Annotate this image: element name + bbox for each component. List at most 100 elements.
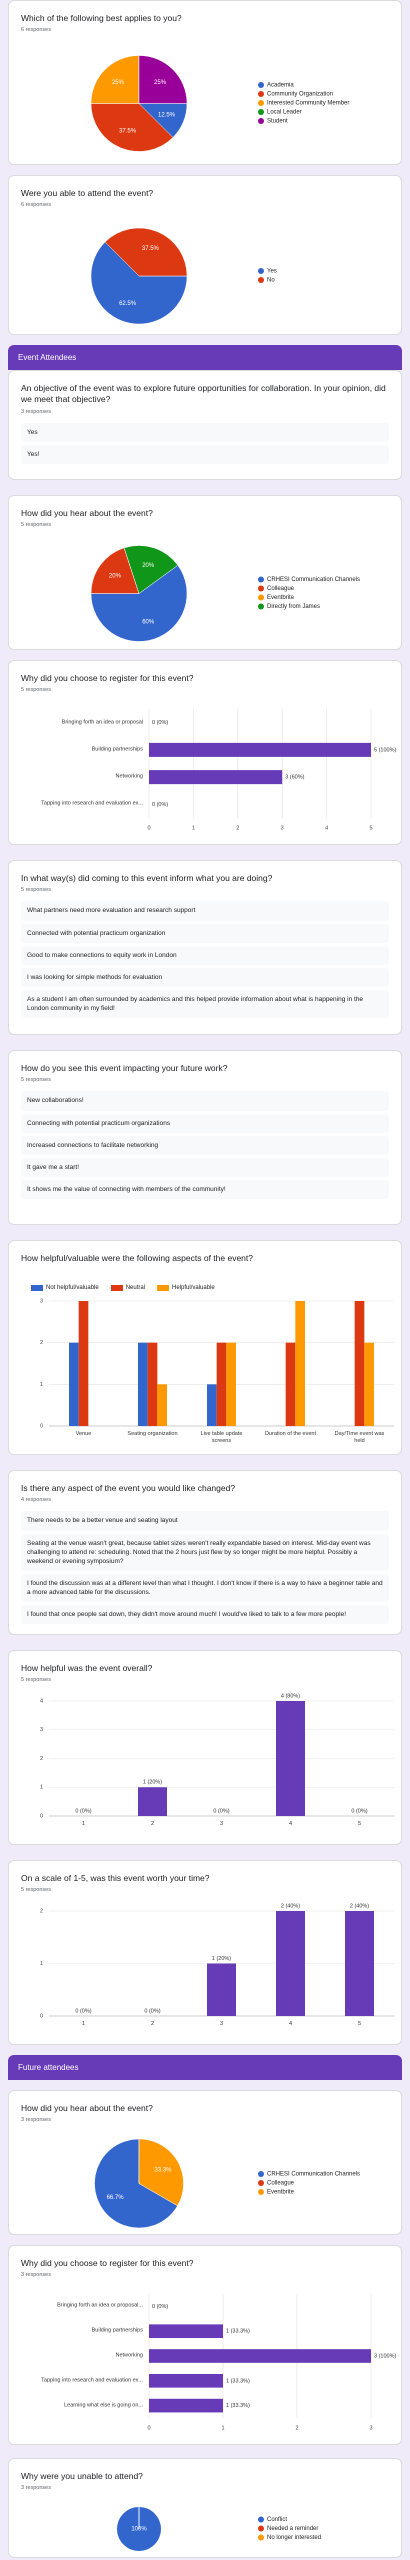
- x-tick-label: 4: [288, 1821, 293, 1827]
- chart: 100% Conflict Needed a reminder No longer i…: [117, 2507, 321, 2551]
- slice-label: 62.5%: [119, 301, 137, 307]
- legend-marker: [258, 603, 264, 610]
- slice-label: 25%: [154, 80, 167, 86]
- slice-label: 20%: [109, 574, 122, 580]
- question-header: Were you able to attend the event? 6 resp…: [21, 188, 389, 208]
- slice-label: 37.5%: [119, 129, 137, 135]
- chart: 12.5% 37.5% 25% 25% Academia Community Organi…: [90, 55, 349, 152]
- response-count: 6 responses: [21, 202, 51, 209]
- question-card: 100% Conflict Needed a reminder No longer i…: [8, 2458, 402, 2558]
- question-card: 60% 20% 20% CRHESI Communication Channels Co…: [8, 495, 402, 650]
- question-card: 12.5% 37.5% 25% 25% Academia Community Organi…: [8, 0, 402, 165]
- legend-marker: [258, 2189, 264, 2195]
- legend-label: CRHESI Communication Channels: [267, 2172, 360, 2178]
- x-tick-label: Live table update screens: [200, 1431, 243, 1444]
- question-card: In what way(s) did coming to this event …: [8, 860, 402, 1035]
- question-title: An objective of the event was to explore…: [21, 383, 386, 405]
- answer-list: There needs to be a better venue and sea…: [21, 1511, 389, 1625]
- pie-slice: [90, 564, 188, 642]
- question-header: Why did you choose to register for this …: [21, 2258, 389, 2278]
- x-tick-label: Day/Time event was held: [334, 1431, 385, 1444]
- question-title: How do you see this event impacting your…: [21, 1063, 228, 1073]
- section-header: Future attendees: [8, 2055, 402, 2080]
- question-title: Is there any aspect of the event you wou…: [21, 1483, 236, 1493]
- question-title: Why were you unable to attend?: [21, 2471, 143, 2481]
- question-title: In what way(s) did coming to this event …: [21, 873, 273, 883]
- x-tick-label: 5: [357, 2021, 362, 2027]
- bar: [147, 1342, 158, 1426]
- slice-label: 33.3%: [154, 2167, 172, 2173]
- x-tick-label: Venue: [75, 1431, 92, 1437]
- bar: [216, 1342, 227, 1426]
- answer: Good to make connections to equity work …: [21, 945, 389, 965]
- legend-label: Colleague: [267, 586, 295, 592]
- answer-list: Yes Yes!: [21, 422, 389, 465]
- response-count: 3 responses: [21, 2272, 51, 2279]
- x-tick-label: Duration of the event: [264, 1431, 317, 1437]
- y-tick-label: 1: [40, 1961, 43, 1967]
- response-count: 5 responses: [21, 1677, 51, 1684]
- question-card: 62.5% 37.5% Yes No Were you able to attend t…: [8, 175, 402, 335]
- question-header: How do you see this event impacting your…: [21, 1063, 389, 1199]
- bar: [207, 1963, 236, 2016]
- chart: 0 1 2 3: [40, 1298, 394, 1429]
- bar: [285, 1342, 296, 1426]
- bar: [138, 1342, 148, 1426]
- bar: [149, 742, 371, 757]
- legend-label: Student: [267, 119, 288, 125]
- question-card: 0 1 2 3 4 5 0 (0%) 5 (100%) 3 (60%) 0 (0%) Why did…: [8, 660, 402, 845]
- legend-marker: [258, 576, 264, 583]
- question-card: 0 1 2 0 (0%) 0 (0%) 1 (20%) 2 (40%) 2 (40%) On a…: [8, 1860, 402, 2045]
- legend-label: Conflict: [267, 2517, 287, 2523]
- value-label: 1 (33.3%): [226, 2378, 250, 2384]
- chart: 60% 20% 20% CRHESI Communication Channels Co…: [90, 545, 360, 642]
- legend-label: Neutral: [125, 1285, 146, 1291]
- response-count: 3 responses: [21, 408, 51, 415]
- value-label: 4 (80%): [281, 1693, 300, 1699]
- category-label: Bringing forth an idea or proposal: [61, 719, 143, 726]
- x-tick-label: 2: [295, 2425, 298, 2431]
- question-header: On a scale of 1-5, was this event worth …: [21, 1873, 389, 1893]
- x-tick-label: 2: [150, 2021, 155, 2027]
- question-header: In what way(s) did coming to this event …: [21, 873, 389, 1019]
- question-card: 0 1 2 3 How helpful/valuable were the follow…: [8, 1240, 402, 1455]
- chart: 0 1 2 3 0 (0%) 1 (33.3%) 3 (100%) 1 (33.3%) 1 (3…: [147, 2294, 396, 2431]
- slice-label: 37.5%: [142, 246, 160, 252]
- bar: [354, 1301, 365, 1426]
- answer: New collaborations!: [21, 1091, 389, 1111]
- answer-list: What partners need more evaluation and r…: [21, 901, 389, 1019]
- question-header: Why were you unable to attend? 3 response…: [21, 2471, 389, 2491]
- legend-label: Interested Community Member: [267, 101, 349, 107]
- question-header: Why did you choose to register for this …: [21, 673, 389, 693]
- bar: [149, 2349, 371, 2363]
- x-tick-label: 2: [236, 825, 239, 831]
- answer-list: New collaborations! Connecting with poten…: [21, 1091, 389, 1199]
- category-label: Building partnerships: [91, 746, 143, 753]
- legend-swatch: [31, 1285, 43, 1291]
- pie-slice: [90, 241, 188, 325]
- value-label: 0 (0%): [213, 1808, 229, 1814]
- legend-marker: [258, 2534, 264, 2541]
- bar: [78, 1301, 89, 1426]
- y-tick-label: 4: [40, 1698, 43, 1704]
- question-title: Why did you choose to register for this …: [21, 673, 194, 683]
- response-count: 3 responses: [21, 2117, 51, 2124]
- x-tick-label: 0: [147, 2425, 150, 2431]
- category-label: Networking: [115, 2352, 143, 2359]
- legend-marker: [258, 268, 264, 274]
- chart: 66.7% 33.3% CRHESI Communication Channels C…: [94, 2138, 360, 2229]
- question-card: Is there any aspect of the event you wou…: [8, 1470, 402, 1635]
- legend-swatch: [157, 1285, 170, 1291]
- bar: [149, 2398, 223, 2413]
- x-tick-label: 5: [369, 825, 372, 831]
- legend-marker: [258, 109, 264, 115]
- answer: Connected with potential practicum organ…: [21, 923, 389, 943]
- value-label: 2 (40%): [281, 1903, 300, 1909]
- x-tick-label: 1: [192, 825, 195, 831]
- legend-label: CRHESI Communication Channels: [267, 577, 360, 583]
- answer: I found that once people sat down, they …: [21, 1605, 389, 1625]
- bar: [276, 1911, 305, 2016]
- question-title: How helpful was the event overall?: [21, 1663, 153, 1673]
- y-tick-label: 0: [40, 1423, 43, 1429]
- slice-label: 100%: [131, 2527, 147, 2533]
